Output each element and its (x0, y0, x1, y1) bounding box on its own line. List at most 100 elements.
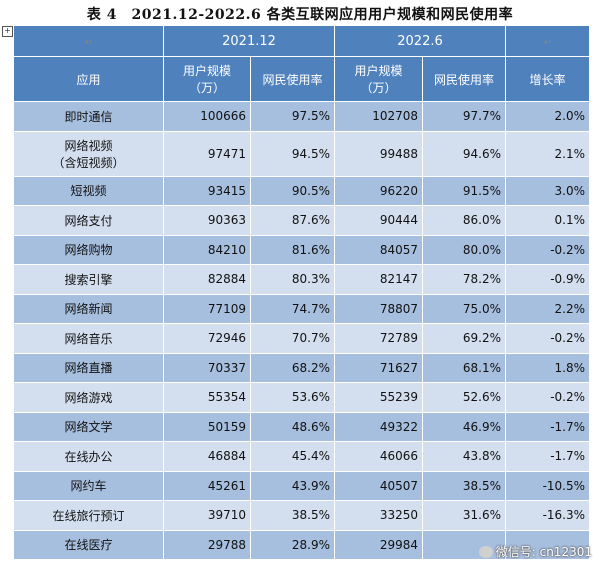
users-2021-cell: 97471 (163, 130, 251, 177)
users-2022-cell: 96220 (334, 175, 424, 206)
rate-2021-cell: 87.6% (249, 205, 336, 236)
users-2022-cell: 55239 (334, 382, 424, 413)
rate-2021-cell: 74.7% (249, 293, 336, 324)
table-row: 网络购物 84210 81.6% 84057 80.0% -0.2% (13, 234, 591, 265)
table-row: 网络新闻 77109 74.7% 78807 75.0% 2.2% (13, 293, 591, 324)
users-2021-cell: 70337 (163, 352, 251, 383)
watermark-text: 微信号: cn12301 (495, 545, 592, 559)
rate-2022-cell: 97.7% (422, 101, 507, 132)
users-2021-cell: 50159 (163, 411, 251, 442)
growth-cell: 2.0% (505, 101, 591, 132)
growth-cell: -0.2% (505, 382, 591, 413)
users-2021-cell: 39710 (163, 500, 251, 531)
rate-2021-cell: 28.9% (249, 529, 336, 560)
rate-2022-cell: 46.9% (422, 411, 507, 442)
table-row: 网络支付 90363 87.6% 90444 86.0% 0.1% (13, 205, 591, 236)
table-row: 网络直播 70337 68.2% 71627 68.1% 1.8% (13, 352, 591, 383)
table-move-handle-icon[interactable]: + (2, 26, 13, 37)
app-cell: 在线办公 (13, 441, 164, 472)
app-cell: 网络支付 (13, 205, 164, 236)
rate-2022-cell: 52.6% (422, 382, 507, 413)
growth-cell: 2.1% (505, 130, 591, 177)
users-2022-cell: 71627 (334, 352, 424, 383)
rate-2021-cell: 43.9% (249, 470, 336, 501)
users-2022-cell: 102708 (334, 101, 424, 132)
app-cell: 网络文学 (13, 411, 164, 442)
app-cell: 即时通信 (13, 101, 164, 132)
rate-header-2: 网民使用率 (422, 56, 507, 102)
users-2022-cell: 40507 (334, 470, 424, 501)
users-2021-cell: 90363 (163, 205, 251, 236)
users-2021-cell: 72946 (163, 323, 251, 354)
users-2022-cell: 49322 (334, 411, 424, 442)
growth-cell: -1.7% (505, 441, 591, 472)
rate-2022-cell: 78.2% (422, 264, 507, 295)
users-2022-cell: 46066 (334, 441, 424, 472)
table-row: 即时通信 100666 97.5% 102708 97.7% 2.0% (13, 101, 591, 132)
app-cell: 在线旅行预订 (13, 500, 164, 531)
users-2022-cell: 90444 (334, 205, 424, 236)
users-header-1: 用户规模 （万） (163, 56, 251, 102)
rate-2021-cell: 70.7% (249, 323, 336, 354)
rate-2021-cell: 90.5% (249, 175, 336, 206)
app-cell: 网络音乐 (13, 323, 164, 354)
rate-2022-cell: 31.6% (422, 500, 507, 531)
app-column-header: 应用 (13, 56, 164, 102)
users-2021-cell: 100666 (163, 101, 251, 132)
rate-2021-cell: 45.4% (249, 441, 336, 472)
growth-cell (505, 529, 591, 560)
table-row: 网络游戏 55354 53.6% 55239 52.6% -0.2% (13, 382, 591, 413)
table-row: 网络文学 50159 48.6% 49322 46.9% -1.7% (13, 411, 591, 442)
users-2021-cell: 77109 (163, 293, 251, 324)
users-2022-cell: 78807 (334, 293, 424, 324)
growth-header: 增长率 (505, 56, 591, 102)
users-2021-cell: 82884 (163, 264, 251, 295)
users-2021-cell: 84210 (163, 234, 251, 265)
blank-header-cell: ↵ (505, 25, 591, 57)
rate-2021-cell: 97.5% (249, 101, 336, 132)
users-header-2: 用户规模 （万） (334, 56, 424, 102)
rate-2021-cell: 68.2% (249, 352, 336, 383)
table-row: 网约车 45261 43.9% 40507 38.5% -10.5% (13, 470, 591, 501)
users-2022-cell: 33250 (334, 500, 424, 531)
rate-2021-cell: 53.6% (249, 382, 336, 413)
growth-cell: -0.9% (505, 264, 591, 295)
watermark: 微信号: cn12301 (478, 543, 592, 560)
app-cell: 在线医疗 (13, 529, 164, 560)
corner-cell: ↵ (13, 25, 164, 57)
app-cell: 网络直播 (13, 352, 164, 383)
users-2021-cell: 93415 (163, 175, 251, 206)
rate-2021-cell: 81.6% (249, 234, 336, 265)
table-row: 网络视频 （含短视频） 97471 94.5% 99488 94.6% 2.1% (13, 130, 591, 177)
app-cell: 网络游戏 (13, 382, 164, 413)
growth-cell: -0.2% (505, 234, 591, 265)
growth-cell: -1.7% (505, 411, 591, 442)
table-row: 网络音乐 72946 70.7% 72789 69.2% -0.2% (13, 323, 591, 354)
users-2022-cell: 29984 (334, 529, 424, 560)
growth-cell: -0.2% (505, 323, 591, 354)
rate-2022-cell: 94.6% (422, 130, 507, 177)
users-2022-cell: 72789 (334, 323, 424, 354)
rate-2022-cell: 68.1% (422, 352, 507, 383)
period-header-1: 2021.12 (162, 25, 336, 57)
rate-2022-cell: 38.5% (422, 470, 507, 501)
rate-2021-cell: 48.6% (249, 411, 336, 442)
users-2022-cell: 84057 (334, 234, 424, 265)
rate-2021-cell: 38.5% (249, 500, 336, 531)
users-2021-cell: 46884 (163, 441, 251, 472)
users-2021-cell: 55354 (163, 382, 251, 413)
rate-2021-cell: 80.3% (249, 264, 336, 295)
users-2021-cell: 45261 (163, 470, 251, 501)
users-2021-cell: 29788 (163, 529, 251, 560)
period-header-2: 2022.6 (334, 25, 507, 57)
rate-2022-cell: 75.0% (422, 293, 507, 324)
rate-2022-cell: 86.0% (422, 205, 507, 236)
users-2022-cell: 82147 (334, 264, 424, 295)
app-cell: 网络视频 （含短视频） (13, 130, 164, 177)
table-title: 表 4 2021.12-2022.6 各类互联网应用用户规模和网民使用率 (86, 7, 514, 23)
table-row: 在线旅行预订 39710 38.5% 33250 31.6% -16.3% (13, 500, 591, 531)
table-row: 在线办公 46884 45.4% 46066 43.8% -1.7% (13, 441, 591, 472)
growth-cell: 1.8% (505, 352, 591, 383)
rate-2022-cell: 91.5% (422, 175, 507, 206)
growth-cell: 0.1% (505, 205, 591, 236)
